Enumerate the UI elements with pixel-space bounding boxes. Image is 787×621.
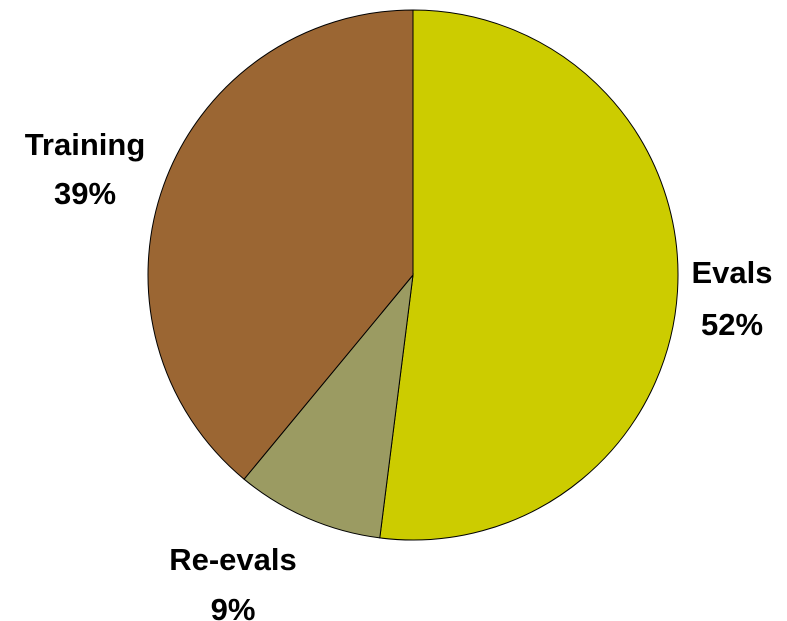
slice-value-label: 9% (211, 592, 256, 621)
slice-label: Training (25, 127, 146, 162)
slice-label: Re-evals (169, 542, 297, 577)
slice-value-label: 39% (54, 176, 116, 211)
pie-slice-evals (379, 9, 679, 541)
pie-slice-training (147, 9, 414, 480)
pie-labels: Evals 52% Re-evals 9% Training 39% (25, 127, 773, 621)
pie-slices (147, 9, 679, 541)
pie-slice-re-evals (243, 273, 414, 539)
slice-label: Evals (691, 255, 772, 290)
slice-value-label: 52% (701, 307, 763, 342)
